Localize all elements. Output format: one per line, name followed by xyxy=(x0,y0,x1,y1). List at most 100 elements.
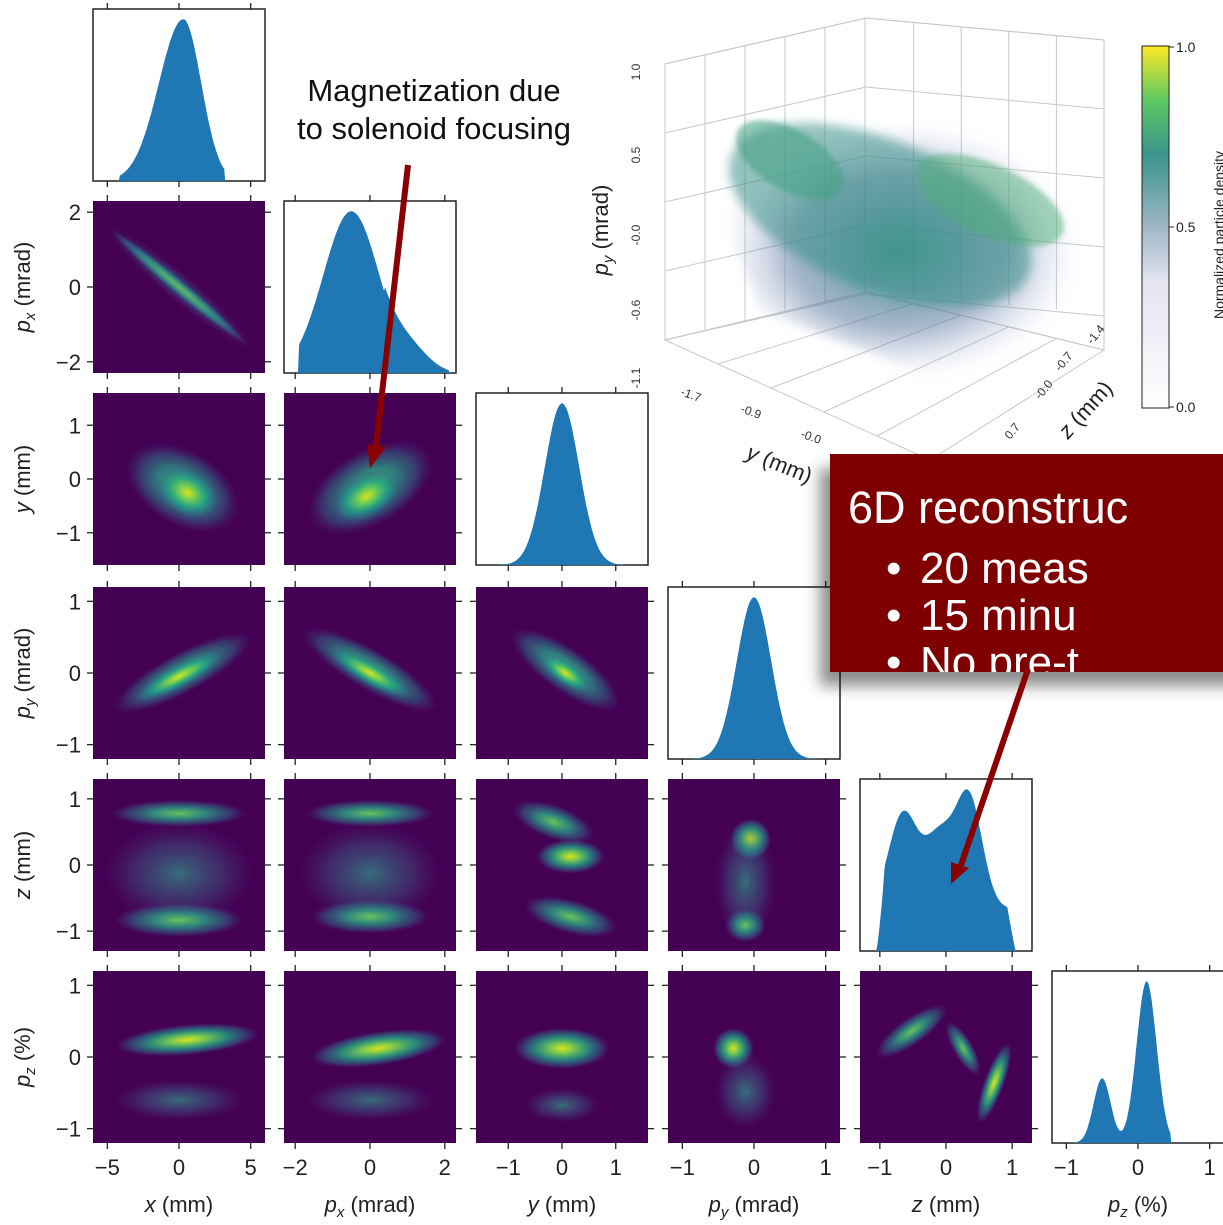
axis-label-pz: pz (%) xyxy=(1107,1192,1168,1221)
histogram-py xyxy=(668,597,840,759)
panel-pz-vs-x xyxy=(93,971,265,1143)
histogram-z xyxy=(860,789,1032,951)
colorbar-tick-label: 1.0 xyxy=(1176,39,1196,55)
panel-py-vs-y xyxy=(476,587,648,759)
density-blob xyxy=(523,895,618,938)
histogram-y xyxy=(476,403,648,565)
x-tick-label: 0 xyxy=(748,1155,760,1180)
colorbar-tick-label: 0.0 xyxy=(1176,399,1196,415)
y-tick-label: 0 xyxy=(69,467,81,492)
x-tick-label: 0 xyxy=(173,1155,185,1180)
axis-label-py: py (mrad) xyxy=(10,628,39,720)
axis-label-px: px (mrad) xyxy=(10,242,39,334)
density-blob xyxy=(714,1053,777,1130)
density-blob xyxy=(976,1042,1012,1124)
density-blob xyxy=(155,465,220,520)
x-tick-label: 2 xyxy=(439,1155,451,1180)
panel-z-vs-py xyxy=(668,779,840,951)
inset-tick-label: -0.0 xyxy=(629,224,643,245)
inset-3d-plot: 1.0 0.5 -0.0 -0.6 -1.1 py (mrad) -1.7 -0.9 -0.0 0… xyxy=(588,17,1223,489)
density-blob xyxy=(115,1023,260,1057)
panel-pz-vs-py xyxy=(668,971,840,1143)
density-blob xyxy=(512,800,595,844)
panel-y-vs-y xyxy=(475,392,649,566)
y-tick-label: 0 xyxy=(69,275,81,300)
inset-ylabel: py (mrad) xyxy=(588,185,617,277)
colorbar-tick-label: 0.5 xyxy=(1176,219,1196,235)
magnetization-annotation: Magnetization due to solenoid focusing xyxy=(262,72,606,148)
histogram-px xyxy=(284,211,456,373)
inset-tick-label: 0.7 xyxy=(1002,420,1024,442)
axis-label-px: px (mrad) xyxy=(324,1192,416,1221)
density-blob xyxy=(875,1004,948,1059)
inset-tick-label: -0.9 xyxy=(739,402,764,422)
grid-line xyxy=(664,17,1105,65)
panel-pz-vs-px xyxy=(284,971,456,1143)
y-tick-label: −1 xyxy=(56,1117,81,1142)
density-blob xyxy=(513,1027,611,1070)
panel-y-vs-px xyxy=(284,393,456,565)
inset-tick-label: -0.0 xyxy=(1032,377,1056,402)
density-blob xyxy=(110,799,248,828)
density-blob xyxy=(103,822,255,926)
density-blob xyxy=(714,822,777,943)
x-tick-label: 0 xyxy=(1132,1155,1144,1180)
density-blob xyxy=(310,1028,447,1068)
x-tick-label: 1 xyxy=(1204,1155,1216,1180)
axis-label-z: z (mm) xyxy=(911,1192,980,1217)
axis-label-pz: pz (%) xyxy=(10,1027,39,1088)
x-tick-label: 1 xyxy=(610,1155,622,1180)
x-tick-label: 0 xyxy=(556,1155,568,1180)
inset-tick-label: -1.1 xyxy=(629,367,643,388)
x-tick-label: 0 xyxy=(364,1155,376,1180)
x-tick-label: −1 xyxy=(670,1155,695,1180)
panel-pz-vs-z xyxy=(860,971,1032,1143)
y-tick-label: 0 xyxy=(69,853,81,878)
inset-xlabel: y (mm) xyxy=(741,439,816,489)
inset-tick-label: -1.7 xyxy=(679,385,704,405)
panel-z-vs-y xyxy=(476,779,648,951)
y-tick-label: −1 xyxy=(56,521,81,546)
y-tick-label: −2 xyxy=(56,350,81,375)
inset-tick-label: 0.5 xyxy=(629,146,643,163)
density-blob xyxy=(113,1079,245,1121)
x-tick-label: −1 xyxy=(1054,1155,1079,1180)
callout-bullet-1: 20 meas xyxy=(920,544,1089,593)
callout-bullet-2: 15 minu xyxy=(920,591,1077,640)
density-blob xyxy=(724,908,767,943)
particle-cloud-core xyxy=(916,153,1064,247)
inset-tick-label: 1.0 xyxy=(629,63,643,80)
panel-x-vs-x xyxy=(92,8,266,182)
x-tick-label: −5 xyxy=(95,1155,120,1180)
particle-cloud-core xyxy=(735,120,845,200)
panel-px-vs-px xyxy=(283,200,457,374)
bullet-dot: • xyxy=(886,544,902,593)
y-tick-label: 1 xyxy=(69,413,81,438)
density-blob xyxy=(536,839,605,874)
density-blob xyxy=(304,799,436,828)
x-tick-label: −2 xyxy=(283,1155,308,1180)
x-tick-label: 1 xyxy=(820,1155,832,1180)
colorbar xyxy=(1141,45,1170,409)
x-tick-label: −1 xyxy=(867,1155,892,1180)
panel-y-vs-x xyxy=(93,393,265,565)
grid-line xyxy=(664,86,1105,134)
panel-py-vs-px xyxy=(284,587,456,759)
density-blob xyxy=(113,902,245,938)
y-tick-label: −1 xyxy=(56,919,81,944)
inset-tick-label: -0.6 xyxy=(629,299,643,320)
density-blob xyxy=(539,652,592,694)
axis-label-z: z (mm) xyxy=(10,831,35,900)
axis-label-py: py (mrad) xyxy=(708,1192,800,1221)
y-tick-label: 0 xyxy=(69,661,81,686)
panel-py-vs-py xyxy=(667,586,841,760)
x-tick-label: 0 xyxy=(940,1155,952,1180)
y-tick-label: 1 xyxy=(69,589,81,614)
density-blob xyxy=(331,469,402,524)
density-blob xyxy=(945,1021,982,1076)
density-blob xyxy=(327,646,413,700)
bullet-dot: • xyxy=(886,638,902,672)
y-tick-label: 1 xyxy=(69,973,81,998)
axis-label-y: y (mm) xyxy=(10,445,35,515)
